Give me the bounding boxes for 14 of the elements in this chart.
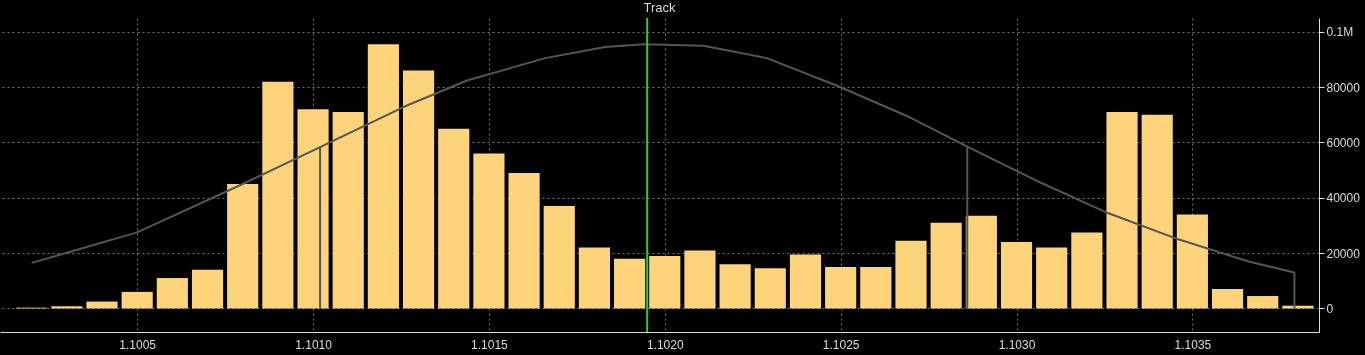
x-tick-label: 1.1025 (822, 337, 860, 352)
y-tick-label: 80000 (1326, 80, 1361, 95)
y-tick-label: 0.1M (1326, 25, 1354, 40)
text: Track (643, 0, 676, 15)
x-tick-label: 1.1010 (295, 337, 333, 352)
y-tick-label: 20000 (1326, 246, 1361, 261)
x-tick-label: 1.1035 (1174, 337, 1212, 352)
y-tick-label: 0 (1326, 301, 1334, 316)
x-tick-label: 1.1030 (998, 337, 1036, 352)
x-tick-label: 1.1020 (646, 337, 684, 352)
y-tick-label: 60000 (1326, 135, 1361, 150)
x-tick-label: 1.1005 (119, 337, 157, 352)
x-tick-label: 1.1015 (471, 337, 509, 352)
y-tick-label: 40000 (1326, 191, 1361, 206)
